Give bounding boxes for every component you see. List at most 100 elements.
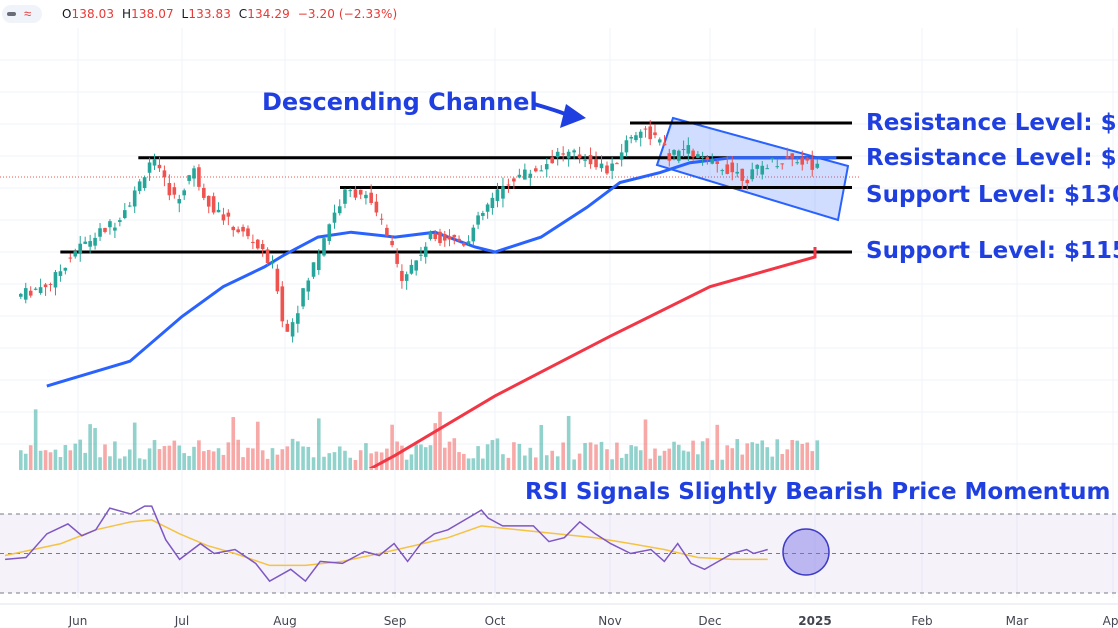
volume-bar xyxy=(103,444,107,470)
x-tick-2025: 2025 xyxy=(798,614,831,628)
rsi-highlight-circle xyxy=(782,528,830,576)
volume-bar xyxy=(296,441,300,470)
candle-body xyxy=(696,154,700,158)
volume-bar xyxy=(561,442,565,470)
volume-bar xyxy=(231,417,236,470)
candle-body xyxy=(539,170,544,172)
volume-bar xyxy=(390,424,394,470)
candle-body xyxy=(691,150,695,157)
volume-bar xyxy=(246,447,250,470)
resistance-label-2: Resistance Level: $1 xyxy=(866,145,1118,171)
high-label: H xyxy=(121,7,132,21)
volume-bar xyxy=(481,458,485,470)
candlesticks xyxy=(19,120,820,343)
volume-bar xyxy=(353,459,358,470)
candle-body xyxy=(433,233,438,240)
candle-body xyxy=(550,157,555,164)
volume-bar xyxy=(48,452,53,470)
volume-bar xyxy=(68,450,73,470)
volume-bar xyxy=(638,450,643,470)
x-tick-mar: Mar xyxy=(1006,614,1029,628)
candle-body xyxy=(98,228,102,237)
candle-body xyxy=(197,167,201,187)
candle-body xyxy=(255,239,260,249)
candle-body xyxy=(466,241,471,244)
candle-body xyxy=(643,128,648,130)
candle-body xyxy=(605,165,609,174)
candle-body xyxy=(442,234,447,241)
candle-body xyxy=(775,166,780,168)
candle-body xyxy=(290,322,295,337)
descending-channel-label: Descending Channel xyxy=(262,88,538,116)
x-tick-feb: Feb xyxy=(911,614,932,628)
candle-body xyxy=(700,156,705,158)
volume-bar xyxy=(285,446,290,470)
candle-body xyxy=(157,164,162,169)
volume-bar xyxy=(428,445,433,470)
candle-body xyxy=(624,140,629,153)
volume-bar xyxy=(583,443,587,470)
volume-bar xyxy=(790,439,795,470)
indicator-toggle[interactable]: ≈ xyxy=(2,5,42,23)
candle-body xyxy=(677,150,681,161)
candle-body xyxy=(187,175,191,181)
volume-bar xyxy=(462,453,466,470)
volume-bar xyxy=(167,445,172,470)
volume-bar xyxy=(710,459,715,470)
volume-bar xyxy=(142,459,147,470)
volume-bar xyxy=(599,441,604,470)
volume-bar xyxy=(78,439,83,470)
candle-body xyxy=(485,204,490,212)
candle-body xyxy=(471,227,476,242)
x-tick-apr: Apr xyxy=(1103,614,1118,628)
volume-bar xyxy=(572,459,576,470)
volume-bar xyxy=(615,442,619,470)
candle-body xyxy=(364,194,368,199)
volume-bar xyxy=(750,442,755,470)
volume-bar xyxy=(93,428,97,470)
candle-body xyxy=(414,260,418,271)
volume-bar xyxy=(409,454,414,470)
volume-bar xyxy=(38,450,43,470)
candle-body xyxy=(805,158,810,161)
x-tick-jun: Jun xyxy=(68,614,88,628)
candle-body xyxy=(53,272,58,288)
candle-body xyxy=(68,257,73,259)
candle-body xyxy=(167,183,172,196)
support-label-1: Support Level: $130 xyxy=(866,182,1118,208)
volume-bar xyxy=(53,449,58,470)
x-tick-aug: Aug xyxy=(273,614,296,628)
volume-bar xyxy=(735,439,740,470)
volume-bar xyxy=(63,445,68,470)
volume-bar xyxy=(369,453,373,470)
candle-body xyxy=(561,153,565,155)
candle-body xyxy=(760,165,765,175)
rsi-label: RSI Signals Slightly Bearish Price Momen… xyxy=(525,479,1111,505)
volume-bar xyxy=(457,452,461,470)
volume-bar xyxy=(221,454,226,470)
volume-bar xyxy=(147,448,152,470)
ma50-path xyxy=(46,156,837,388)
candle-body xyxy=(221,214,226,221)
close-value: 134.29 xyxy=(247,7,290,21)
candle-body xyxy=(735,171,740,174)
volume-bar xyxy=(306,446,311,470)
volume-bar xyxy=(471,458,476,470)
volume-bar xyxy=(485,444,490,470)
volume-bar xyxy=(795,440,800,470)
volume-bar xyxy=(162,446,167,470)
candle-body xyxy=(745,180,750,184)
candle-body xyxy=(118,220,122,222)
candle-body xyxy=(438,231,442,244)
candle-body xyxy=(316,253,321,271)
candle-body xyxy=(395,253,399,264)
candle-body xyxy=(206,195,211,207)
collapse-icon[interactable] xyxy=(7,12,16,16)
volume-bar xyxy=(423,447,428,470)
volume-bar xyxy=(118,458,122,470)
volume-bar xyxy=(566,415,571,470)
x-tick-oct: Oct xyxy=(485,614,506,628)
wave-icon[interactable]: ≈ xyxy=(24,6,32,21)
open-label: O xyxy=(62,7,72,21)
